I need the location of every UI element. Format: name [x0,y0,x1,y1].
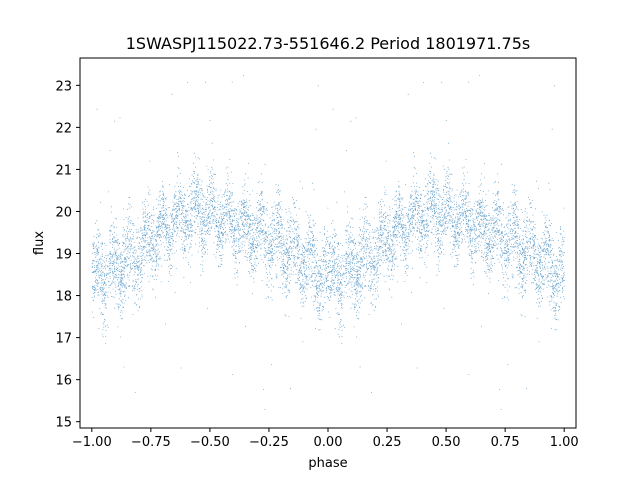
y-tick-label: 19 [55,248,72,263]
y-tick-label: 18 [55,290,72,305]
x-tick-label: 1.00 [550,435,579,450]
y-tick-label: 20 [55,205,72,220]
x-tick-label: 0.25 [373,435,402,450]
x-axis: −1.00 −0.75 −0.50 −0.25 0.00 0.25 0.50 0.75 1.00 [72,428,579,450]
y-tick-label: 17 [55,332,72,347]
x-tick-label: −0.25 [249,435,289,450]
x-tick-label: −0.75 [131,435,171,450]
chart-title: 1SWASPJ115022.73-551646.2 Period 1801971… [126,34,531,53]
x-axis-label: phase [308,456,347,471]
y-tick-label: 16 [55,374,72,389]
x-tick-label: 0.50 [432,435,461,450]
x-tick-label: 0.00 [314,435,343,450]
x-tick-label: 0.75 [491,435,520,450]
y-axis-label: flux [32,231,47,255]
x-tick-label: −0.50 [190,435,230,450]
y-tick-label: 15 [55,416,72,431]
y-tick-label: 21 [55,163,72,178]
y-tick-label: 22 [55,121,72,136]
x-tick-label: −1.00 [72,435,112,450]
y-tick-label: 23 [55,79,72,94]
y-axis: 15 16 17 18 19 20 21 22 23 [55,79,80,431]
